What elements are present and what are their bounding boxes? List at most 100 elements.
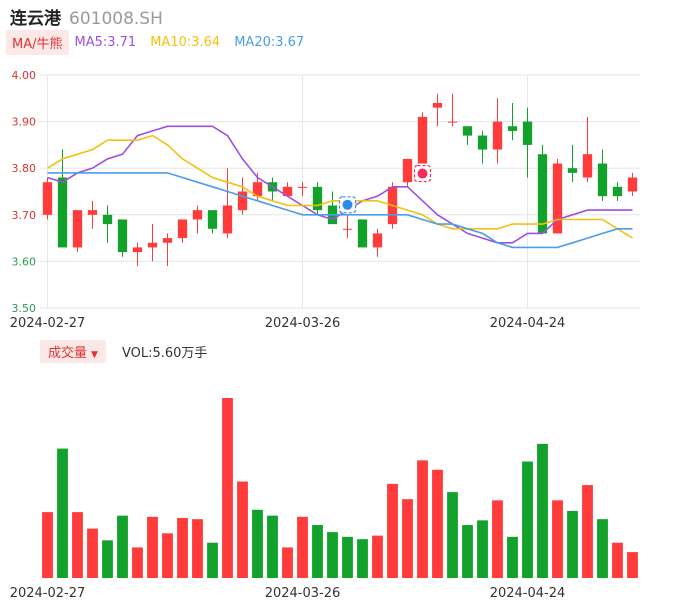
stock-name: 连云港 xyxy=(10,9,61,29)
volume-bar[interactable] xyxy=(447,492,458,578)
x-tick-label: 2024-03-26 xyxy=(265,586,341,601)
volume-bar[interactable] xyxy=(327,532,338,578)
candle-body[interactable] xyxy=(147,242,158,248)
stock-code: 601008.SH xyxy=(69,9,163,29)
volume-bar[interactable] xyxy=(402,499,413,578)
volume-legend: 成交量 ▼ VOL:5.60万手 xyxy=(40,339,208,363)
candle-body[interactable] xyxy=(627,177,638,192)
volume-bar[interactable] xyxy=(462,525,473,578)
candle-body[interactable] xyxy=(237,191,248,211)
volume-bar[interactable] xyxy=(537,443,548,578)
candle-body[interactable] xyxy=(522,121,533,145)
candle-body[interactable] xyxy=(57,177,68,248)
candle-body[interactable] xyxy=(492,121,503,150)
ma5-legend: MA5:3.71 xyxy=(74,34,137,50)
y-tick-label: 3.90 xyxy=(12,116,37,129)
volume-bar[interactable] xyxy=(252,509,263,578)
candle-body[interactable] xyxy=(477,135,488,150)
candle-body[interactable] xyxy=(87,210,98,215)
y-tick-label: 3.60 xyxy=(12,255,37,268)
candle-body[interactable] xyxy=(177,219,188,239)
candle-body[interactable] xyxy=(342,228,353,230)
volume-bar[interactable] xyxy=(582,485,593,578)
volume-bar[interactable] xyxy=(522,461,533,578)
candle-body[interactable] xyxy=(117,219,128,253)
candle-body[interactable] xyxy=(42,182,53,215)
x-tick-label: 2024-04-24 xyxy=(490,586,566,601)
volume-bar[interactable] xyxy=(132,547,143,578)
volume-bar[interactable] xyxy=(117,515,128,578)
volume-bar[interactable] xyxy=(282,547,293,578)
candle-body[interactable] xyxy=(507,126,518,131)
candle-body[interactable] xyxy=(537,154,548,234)
volume-value-label: VOL:5.60万手 xyxy=(121,345,208,361)
volume-bar[interactable] xyxy=(477,520,488,578)
volume-bar[interactable] xyxy=(372,535,383,578)
volume-indicator-label: 成交量 xyxy=(48,345,88,361)
candle-body[interactable] xyxy=(357,219,368,248)
volume-bar[interactable] xyxy=(222,398,233,578)
volume-bar[interactable] xyxy=(567,510,578,578)
candle-body[interactable] xyxy=(102,214,113,225)
x-tick-label: 2024-02-27 xyxy=(10,316,86,331)
candle-body[interactable] xyxy=(207,210,218,229)
candle-body[interactable] xyxy=(582,154,593,178)
candle-body[interactable] xyxy=(297,186,308,188)
candle-body[interactable] xyxy=(552,163,563,234)
candle-body[interactable] xyxy=(192,210,203,220)
ma10-legend: MA10:3.64 xyxy=(150,34,221,50)
volume-bar[interactable] xyxy=(267,515,278,578)
candle-body[interactable] xyxy=(282,186,293,197)
volume-bar[interactable] xyxy=(162,533,173,578)
caret-down-icon: ▼ xyxy=(91,349,98,360)
candle-body[interactable] xyxy=(567,168,578,173)
volume-bar[interactable] xyxy=(627,552,638,578)
volume-bar[interactable] xyxy=(102,540,113,578)
volume-bar[interactable] xyxy=(177,518,188,578)
candle-body[interactable] xyxy=(162,238,173,243)
y-tick-label: 4.00 xyxy=(12,69,37,82)
candle-body[interactable] xyxy=(222,205,233,234)
volume-bar[interactable] xyxy=(72,512,83,578)
volume-bar[interactable] xyxy=(492,500,503,578)
stock-header: 连云港 601008.SH xyxy=(10,4,163,29)
candle-body[interactable] xyxy=(402,158,413,183)
volume-indicator-dropdown[interactable]: 成交量 ▼ xyxy=(40,339,106,363)
volume-bar[interactable] xyxy=(57,448,68,578)
volume-bar[interactable] xyxy=(387,483,398,578)
candle-body[interactable] xyxy=(252,182,263,197)
candle-body[interactable] xyxy=(432,102,443,108)
candle-body[interactable] xyxy=(612,186,623,197)
volume-bar[interactable] xyxy=(207,542,218,578)
sell-marker-icon-dot xyxy=(417,168,428,179)
candle-body[interactable] xyxy=(462,126,473,136)
candle-body[interactable] xyxy=(372,233,383,248)
volume-bar[interactable] xyxy=(42,512,53,578)
volume-bar[interactable] xyxy=(507,536,518,578)
volume-bar[interactable] xyxy=(597,519,608,578)
volume-bar[interactable] xyxy=(342,536,353,578)
buy-marker-icon-dot xyxy=(342,199,353,210)
volume-bar[interactable] xyxy=(87,528,98,578)
volume-bar[interactable] xyxy=(192,519,203,578)
volume-bar[interactable] xyxy=(552,500,563,578)
y-tick-label: 3.50 xyxy=(12,302,37,315)
volume-bar[interactable] xyxy=(432,469,443,578)
candle-body[interactable] xyxy=(417,116,428,164)
candle-body[interactable] xyxy=(132,247,143,253)
volume-bar[interactable] xyxy=(612,542,623,578)
ma-indicator-tag[interactable]: MA/牛熊 xyxy=(6,29,69,55)
candle-body[interactable] xyxy=(447,121,458,123)
candle-body[interactable] xyxy=(72,210,83,248)
volume-bar[interactable] xyxy=(357,539,368,578)
volume-bar[interactable] xyxy=(312,525,323,578)
y-tick-label: 3.70 xyxy=(12,209,37,222)
volume-bar[interactable] xyxy=(297,516,308,578)
candle-body[interactable] xyxy=(312,186,323,211)
candle-body[interactable] xyxy=(597,163,608,197)
volume-bar[interactable] xyxy=(417,460,428,578)
volume-bar[interactable] xyxy=(237,481,248,578)
ma20-line xyxy=(47,172,633,249)
volume-bar[interactable] xyxy=(147,516,158,578)
